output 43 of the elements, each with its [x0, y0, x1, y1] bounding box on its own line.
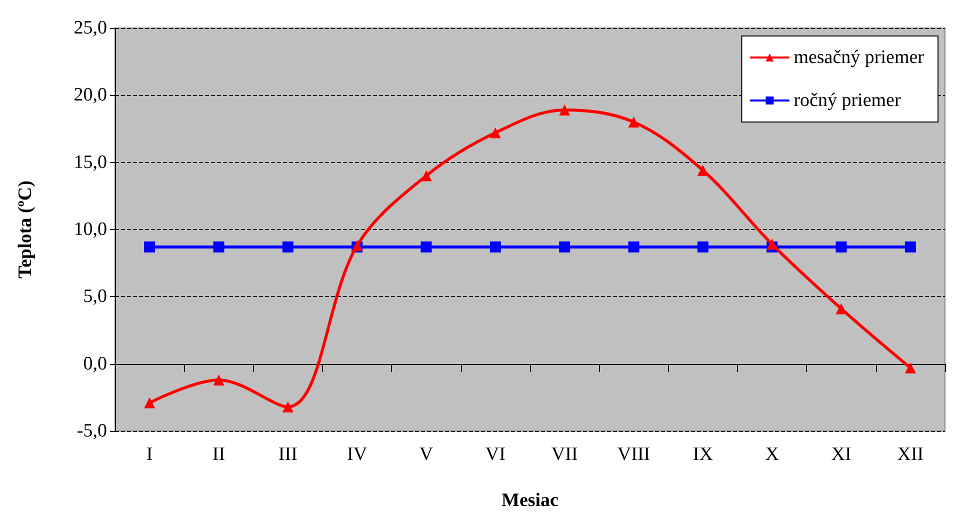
point — [213, 374, 224, 386]
point — [420, 241, 432, 252]
point — [490, 241, 501, 252]
point — [144, 241, 156, 252]
legend-label: ročný priemer — [794, 90, 902, 111]
y-tick-label: 10,0 — [74, 219, 107, 240]
x-tick-label: X — [765, 444, 780, 465]
y-axis-title: Teplota (ºC) — [15, 180, 36, 278]
x-tick-label: VII — [551, 444, 578, 465]
y-tick-label: 5,0 — [83, 286, 107, 308]
x-tick-label: IV — [347, 444, 368, 465]
point — [144, 397, 156, 408]
y-tick-label: 20,0 — [74, 84, 107, 106]
legend-label: mesačný priemer — [794, 47, 925, 68]
y-tick-label: -5,0 — [76, 420, 107, 442]
x-tick-label: VI — [485, 444, 506, 465]
y-tick-label: 25,0 — [74, 18, 107, 38]
point — [282, 401, 294, 412]
point — [628, 116, 640, 128]
x-tick-label: XII — [897, 444, 924, 465]
x-tick-label: III — [278, 444, 298, 465]
x-tick-label: IX — [692, 444, 714, 465]
point — [628, 241, 640, 252]
x-tick-label: V — [419, 444, 434, 465]
x-tick-label: I — [146, 444, 153, 465]
point — [904, 362, 916, 374]
point — [697, 241, 708, 252]
point — [559, 241, 570, 252]
point — [697, 164, 708, 176]
y-tick-label: 0,0 — [83, 353, 107, 374]
x-tick-label: VIII — [617, 444, 650, 465]
point — [836, 241, 847, 252]
x-axis-title: Mesiac — [502, 490, 558, 511]
point — [282, 241, 294, 252]
point — [490, 127, 501, 138]
point — [904, 241, 916, 252]
y-tick-label: 15,0 — [74, 152, 107, 173]
point — [836, 303, 847, 314]
point — [559, 104, 570, 116]
point — [213, 241, 224, 252]
point — [420, 170, 432, 182]
x-tick-label: XI — [831, 444, 852, 465]
x-tick-label: II — [212, 444, 226, 465]
